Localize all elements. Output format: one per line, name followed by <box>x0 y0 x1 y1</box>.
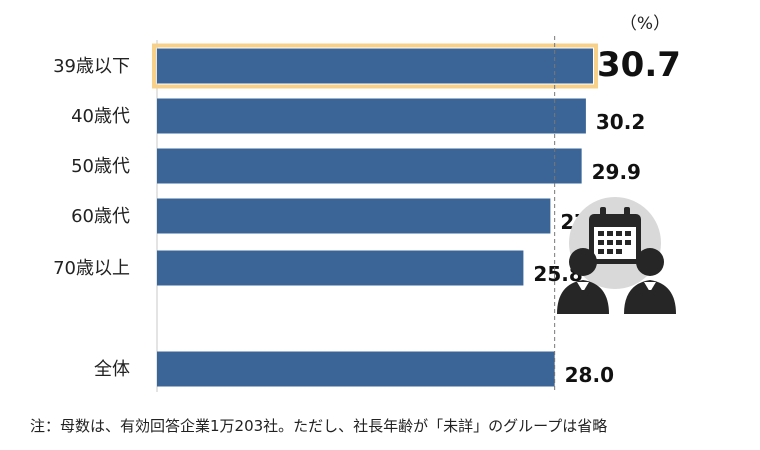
bar <box>157 250 524 286</box>
category-label: 全体 <box>94 359 130 380</box>
value-label: 30.7 <box>597 45 681 85</box>
person-left-icon <box>557 248 609 314</box>
value-label: 30.2 <box>596 110 645 134</box>
footnote: 注：母数は、有効回答企業1万203社。ただし、社長年齢が「未詳」のグループは省略 <box>30 417 607 435</box>
unit-label: （%） <box>620 14 670 34</box>
category-label: 40歳代 <box>71 106 130 127</box>
bar <box>157 98 586 134</box>
category-label: 39歳以下 <box>53 56 130 77</box>
category-label: 70歳以上 <box>53 258 130 279</box>
category-label: 60歳代 <box>71 206 130 227</box>
bars-group: 39歳以下30.740歳代30.250歳代29.960歳代27.770歳以上25… <box>53 36 681 392</box>
calendar-icon <box>589 207 641 264</box>
bar <box>157 351 555 387</box>
value-label: 28.0 <box>565 363 614 387</box>
category-label: 50歳代 <box>71 156 130 177</box>
bar <box>157 198 551 234</box>
highlight-border <box>152 43 598 89</box>
bar <box>157 148 582 184</box>
calendar-people-icon <box>557 197 676 314</box>
person-right-icon <box>624 248 676 314</box>
value-label: 29.9 <box>592 160 641 184</box>
bar <box>157 48 593 84</box>
